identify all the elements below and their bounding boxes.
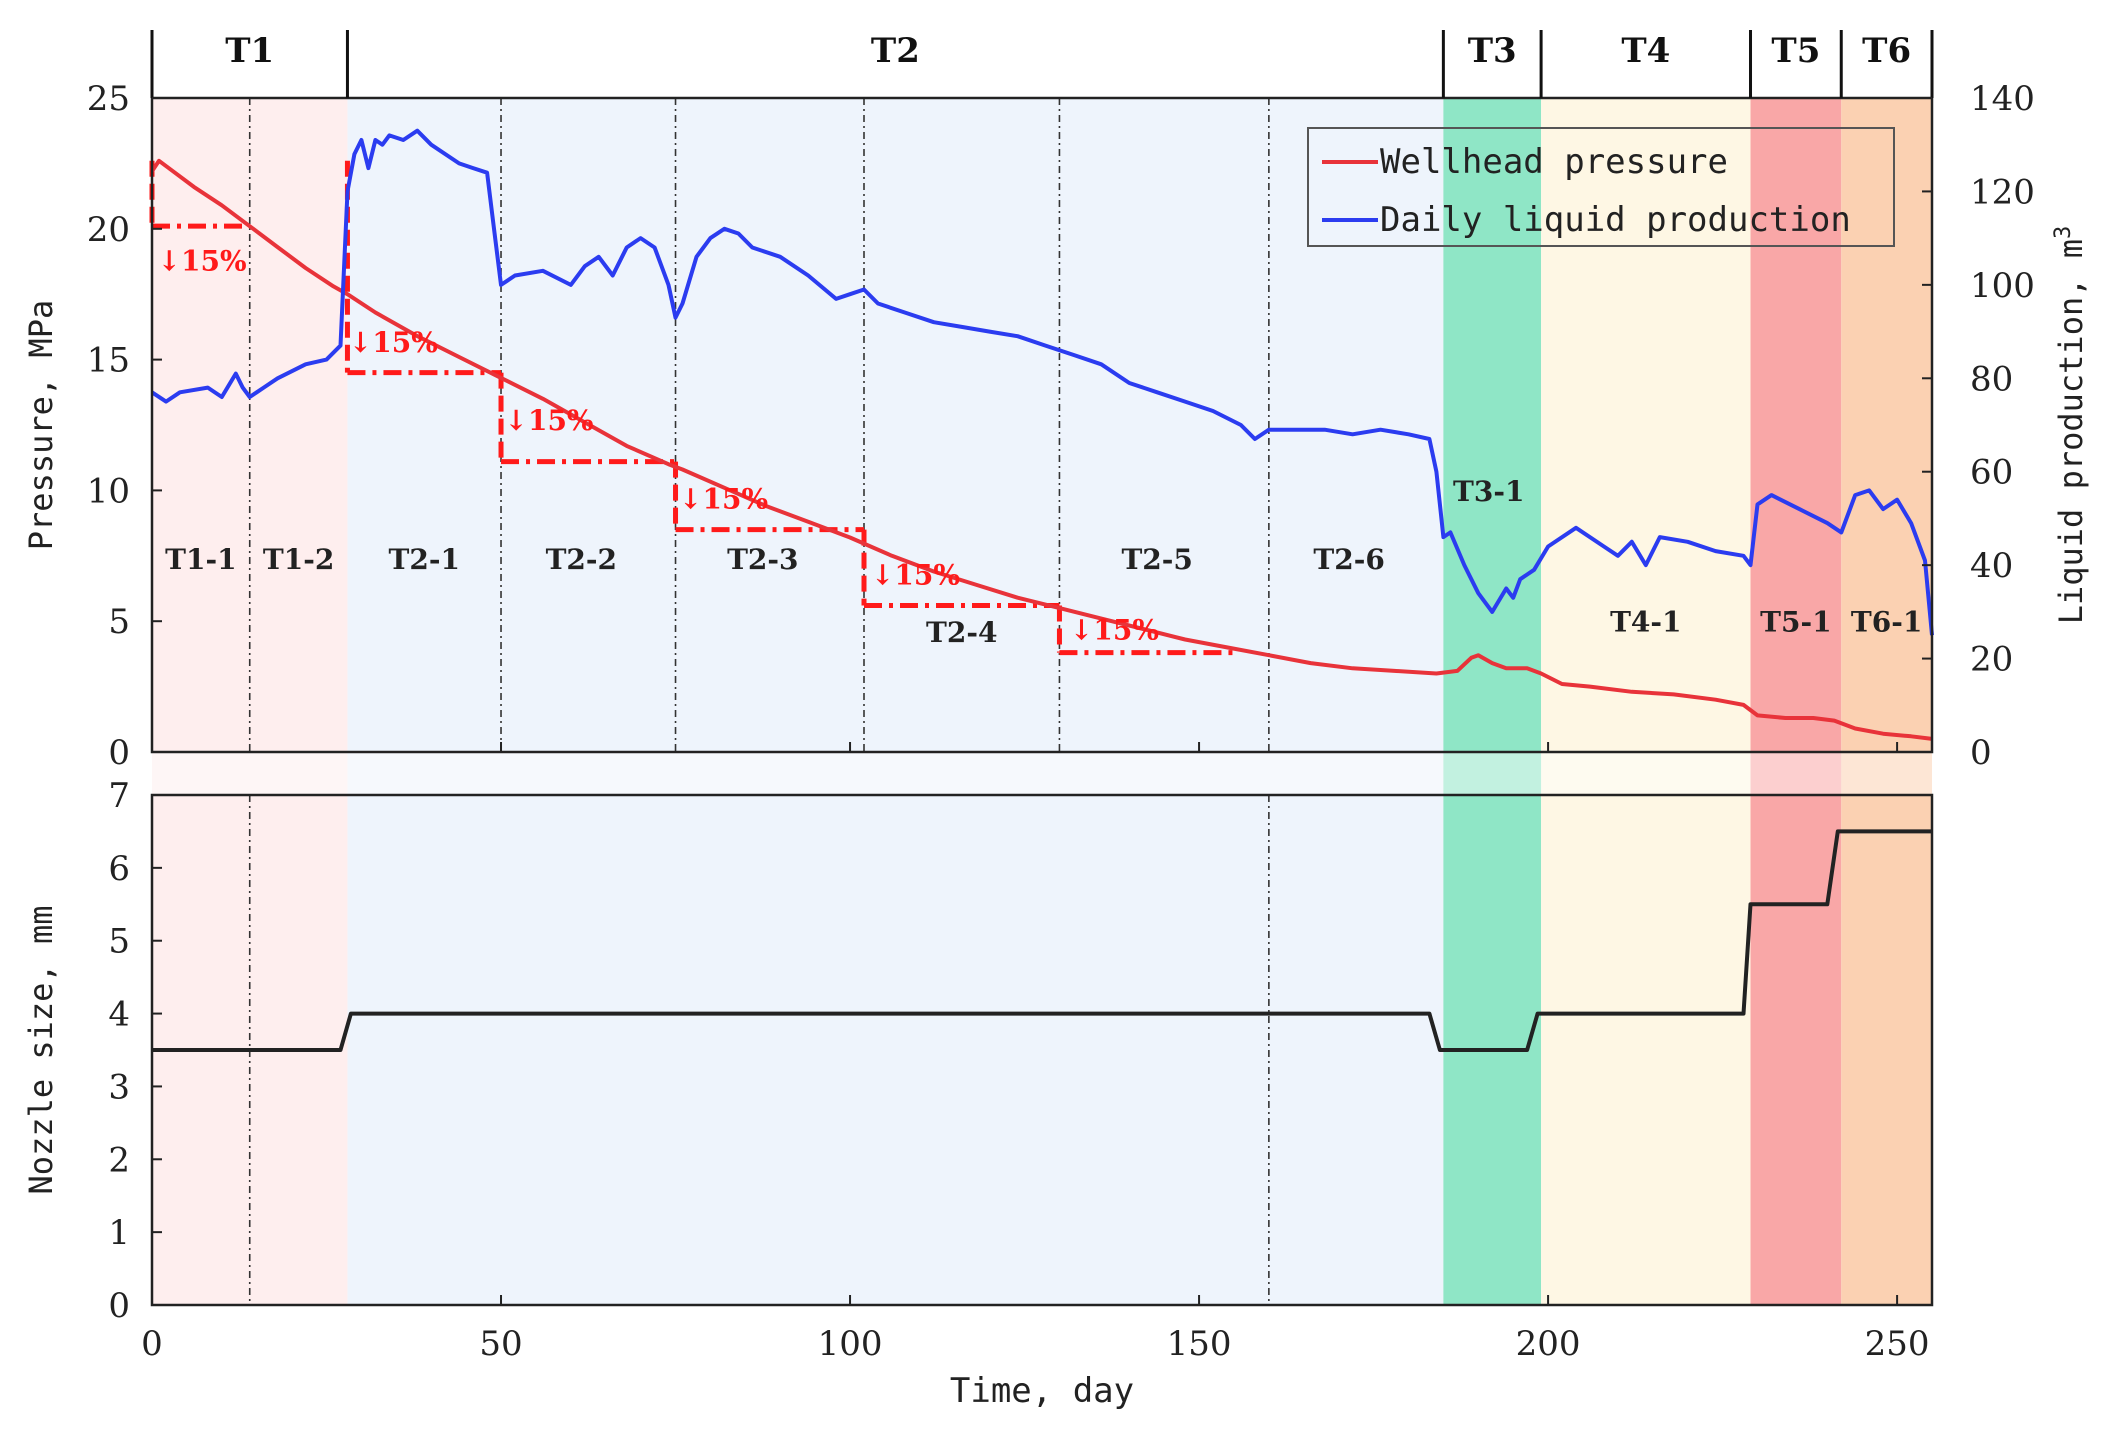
nozzle-y-tick-label: 0 xyxy=(108,1286,130,1326)
substage-label-t4-1: T4-1 xyxy=(1610,606,1681,639)
right-y-tick-label: 100 xyxy=(1970,266,2035,306)
stage-label-t5: T5 xyxy=(1771,31,1820,71)
substage-label-t1-1: T1-1 xyxy=(165,543,236,576)
series-line-nozzle-size xyxy=(152,829,1932,1052)
stage-label-t2: T2 xyxy=(871,31,920,71)
stage-band-lower-t4 xyxy=(1541,795,1751,1305)
stage-band-gap-t2 xyxy=(347,752,1444,795)
stage-label-t3: T3 xyxy=(1468,31,1517,71)
stage-label-t6: T6 xyxy=(1862,31,1911,71)
legend-label-1: Wellhead pressure xyxy=(1380,142,1728,182)
x-tick-label: 150 xyxy=(1167,1324,1232,1364)
left-y-tick-label: 5 xyxy=(108,602,130,642)
stage-band-upper-t6 xyxy=(1841,98,1932,752)
legend-box xyxy=(1307,127,1895,247)
x-tick-label: 0 xyxy=(141,1324,163,1364)
drop-label-6: ↓15% xyxy=(1070,614,1159,647)
stage-band-gap-t1 xyxy=(152,752,348,795)
right-y-tick-label: 120 xyxy=(1970,172,2035,212)
stage-band-upper-t5 xyxy=(1750,98,1842,752)
x-tick-label: 100 xyxy=(818,1324,883,1364)
right-y-tick-label: 80 xyxy=(1970,359,2013,399)
left-y-tick-label: 25 xyxy=(87,79,130,119)
annotation-labels: ↓15% ↓15% ↓15% ↓15% ↓15% ↓15% T1-1 T1-2 T2-1 T2-2… xyxy=(158,245,1923,649)
right-y-tick-label: 40 xyxy=(1970,546,2013,586)
legend-label-2: Daily liquid production xyxy=(1380,200,1851,240)
stage-label-t1: T1 xyxy=(225,31,274,71)
left-y-tick-label: 10 xyxy=(87,471,130,511)
upper-plot-frame xyxy=(150,96,1934,754)
stage-band-lower-t2 xyxy=(347,795,1444,1305)
upper-left-axis-title: Pressure, MPa xyxy=(22,300,60,550)
stage-band-gap-t4 xyxy=(1541,752,1751,795)
drop-label-2: ↓15% xyxy=(349,326,438,359)
substage-label-t5-1: T5-1 xyxy=(1760,606,1831,639)
nozzle-y-tick-label: 1 xyxy=(108,1213,130,1253)
nozzle-y-tick-label: 3 xyxy=(108,1067,130,1107)
drop-label-5: ↓15% xyxy=(871,559,960,592)
substage-label-t2-5: T2-5 xyxy=(1121,543,1192,576)
stage-band-upper-t4 xyxy=(1541,98,1751,752)
drop-label-3: ↓15% xyxy=(505,404,594,437)
stage-band-gap-t3 xyxy=(1443,752,1542,795)
x-tick-label: 50 xyxy=(479,1324,522,1364)
stage-background-bands xyxy=(152,98,1932,1305)
stage-band-lower-t5 xyxy=(1750,795,1842,1305)
drop-label-1: ↓15% xyxy=(158,245,247,278)
substage-label-t2-3: T2-3 xyxy=(727,543,798,576)
substage-label-t1-2: T1-2 xyxy=(263,543,334,576)
substage-label-t2-4: T2-4 xyxy=(926,616,997,649)
left-y-tick-label: 20 xyxy=(87,210,130,250)
substage-label-t2-2: T2-2 xyxy=(546,543,617,576)
nozzle-y-tick-label: 2 xyxy=(108,1140,130,1180)
stage-band-gap-t5 xyxy=(1750,752,1842,795)
nozzle-y-tick-label: 4 xyxy=(108,995,130,1035)
stage-band-lower-t6 xyxy=(1841,795,1932,1305)
lower-plot-frame xyxy=(150,793,1934,1307)
series-line-daily-liquid-production xyxy=(150,128,1934,636)
stage-band-upper-t2 xyxy=(347,98,1444,752)
right-y-tick-label: 60 xyxy=(1970,453,2013,493)
nozzle-y-tick-label: 7 xyxy=(108,776,130,816)
substage-label-t2-1: T2-1 xyxy=(389,543,460,576)
nozzle-y-tick-label: 6 xyxy=(108,849,130,889)
nozzle-y-tick-label: 5 xyxy=(108,922,130,962)
stage-band-upper-t3 xyxy=(1443,98,1542,752)
substage-label-t3-1: T3-1 xyxy=(1453,475,1524,508)
right-y-tick-label: 0 xyxy=(1970,733,1992,773)
upper-right-axis-title: Liquid production, m3 xyxy=(2051,226,2091,625)
left-y-tick-label: 15 xyxy=(87,341,130,381)
stage-label-t4: T4 xyxy=(1621,31,1670,71)
right-y-tick-label: 140 xyxy=(1970,79,2035,119)
lower-left-axis-title: Nozzle size, mm xyxy=(22,906,60,1195)
left-y-tick-label: 0 xyxy=(108,733,130,773)
legend: Wellhead pressure Daily liquid production xyxy=(1307,127,1895,247)
series-lines xyxy=(150,128,1934,1052)
axes: T1 T2 T3 T4 T5 T60 50 100 150 200 2500510152025020… xyxy=(22,30,2090,1411)
x-tick-label: 250 xyxy=(1865,1324,1930,1364)
stage-band-gap-t6 xyxy=(1841,752,1932,795)
substage-label-t6-1: T6-1 xyxy=(1851,606,1922,639)
drop-label-4: ↓15% xyxy=(679,483,768,516)
right-y-tick-label: 20 xyxy=(1970,640,2013,680)
series-line-wellhead-pressure xyxy=(150,158,1933,741)
x-tick-label: 200 xyxy=(1516,1324,1581,1364)
substage-label-t2-6: T2-6 xyxy=(1313,543,1384,576)
x-axis-title: Time, day xyxy=(950,1371,1134,1411)
